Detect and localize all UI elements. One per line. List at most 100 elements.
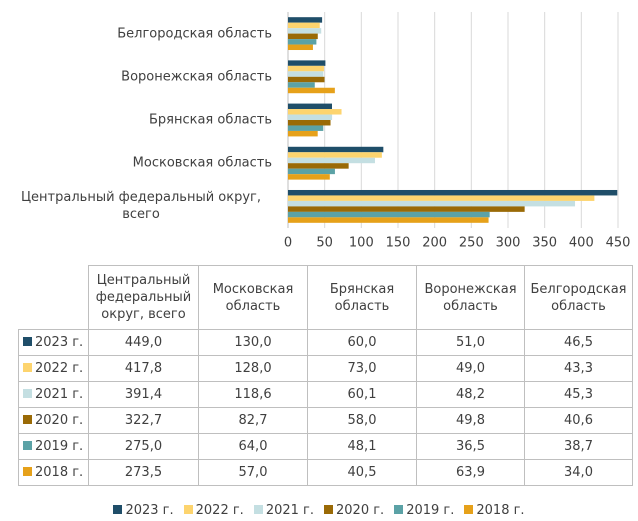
data-row: 2023 г. 449,0 130,0 60,0 51,0 46,5 bbox=[18, 329, 633, 356]
bar bbox=[288, 109, 342, 115]
x-tick-label: 100 bbox=[349, 236, 374, 251]
legend-swatch bbox=[464, 505, 474, 514]
bar bbox=[288, 87, 335, 94]
corner-cell bbox=[19, 266, 89, 330]
bar bbox=[288, 76, 325, 83]
x-tick-label: 400 bbox=[569, 236, 594, 251]
bar bbox=[288, 152, 382, 158]
legend-item: 2019 г. bbox=[394, 503, 454, 518]
bar bbox=[288, 114, 333, 120]
category-label: Брянская область bbox=[148, 112, 272, 128]
legend-swatch bbox=[253, 505, 263, 514]
legend-swatch bbox=[113, 505, 123, 514]
row-label: 2018 г. bbox=[35, 465, 84, 480]
data-row: 2019 г. 275,0 64,0 48,1 36,5 38,7 bbox=[18, 433, 633, 460]
table-cell: 49,8 bbox=[416, 407, 525, 434]
row-label: 2022 г. bbox=[35, 361, 84, 376]
legend-label: 2023 г. bbox=[125, 503, 174, 518]
data-table: Центральный федеральный округ, всего Моск… bbox=[18, 265, 633, 486]
bar bbox=[288, 17, 323, 23]
table-cell: 43,3 bbox=[524, 355, 633, 382]
bar bbox=[288, 39, 317, 45]
column-header: Центральный федеральный округ, всего bbox=[88, 265, 199, 330]
x-tick-label: 200 bbox=[422, 236, 447, 251]
legend-swatch bbox=[23, 415, 32, 424]
table-cell: 82,7 bbox=[198, 407, 308, 434]
bar bbox=[288, 174, 330, 180]
table-cell: 63,9 bbox=[416, 459, 525, 486]
bar bbox=[288, 65, 324, 72]
x-tick-label: 150 bbox=[386, 236, 411, 251]
x-tick-label: 450 bbox=[606, 236, 631, 251]
row-header: 2022 г. bbox=[18, 355, 89, 382]
legend-swatch bbox=[23, 467, 32, 476]
bar bbox=[288, 168, 335, 175]
table-cell: 45,3 bbox=[524, 381, 633, 408]
table-cell: 60,0 bbox=[307, 329, 417, 356]
row-label: 2023 г. bbox=[35, 335, 84, 350]
row-label: 2021 г. bbox=[35, 387, 84, 402]
legend-swatch bbox=[394, 505, 404, 514]
x-tick-label: 350 bbox=[532, 236, 557, 251]
table-cell: 36,5 bbox=[416, 433, 525, 460]
table-cell: 38,7 bbox=[524, 433, 633, 460]
table-cell: 449,0 bbox=[88, 329, 199, 356]
legend-label: 2021 г. bbox=[265, 503, 314, 518]
bar bbox=[288, 22, 320, 29]
table-cell: 60,1 bbox=[307, 381, 417, 408]
table-cell: 40,6 bbox=[524, 407, 633, 434]
legend-swatch bbox=[324, 505, 333, 514]
table-cell: 51,0 bbox=[416, 329, 525, 356]
bar bbox=[288, 120, 331, 126]
category-label: Московская область bbox=[132, 155, 272, 171]
table-cell: 48,1 bbox=[307, 433, 417, 460]
category-label: Центральный федеральный округ, всего bbox=[20, 190, 262, 223]
column-header: Московская область bbox=[198, 265, 308, 330]
category-label: Белгородская область bbox=[117, 26, 272, 42]
table-cell: 40,5 bbox=[307, 459, 417, 486]
legend-item: 2020 г. bbox=[324, 503, 384, 518]
legend: 2023 г. 2022 г. 2021 г. 2020 г. 2019 г. 2018 … bbox=[0, 503, 638, 518]
table-cell: 130,0 bbox=[198, 329, 308, 356]
row-header: 2023 г. bbox=[18, 329, 89, 356]
table-cell: 391,4 bbox=[88, 381, 199, 408]
row-header: 2021 г. bbox=[18, 381, 89, 408]
legend-item: 2018 г. bbox=[464, 503, 525, 518]
table-cell: 34,0 bbox=[524, 459, 633, 486]
column-header: Воронежская область bbox=[416, 265, 525, 330]
row-label: 2020 г. bbox=[35, 413, 84, 428]
bar bbox=[288, 200, 576, 207]
data-row: 2022 г. 417,8 128,0 73,0 49,0 43,3 bbox=[18, 355, 633, 382]
column-header: Белгородская область bbox=[524, 265, 633, 330]
x-tick-label: 0 bbox=[284, 236, 292, 251]
bar bbox=[288, 163, 349, 169]
legend-label: 2019 г. bbox=[406, 503, 455, 518]
table-cell: 322,7 bbox=[88, 407, 199, 434]
bar bbox=[288, 130, 318, 137]
data-row: 2020 г. 322,7 82,7 58,0 49,8 40,6 bbox=[18, 407, 633, 434]
table-cell: 64,0 bbox=[198, 433, 308, 460]
bar bbox=[288, 125, 324, 131]
bar bbox=[288, 217, 489, 223]
row-header: 2020 г. bbox=[18, 407, 89, 434]
bar bbox=[288, 82, 315, 88]
bar bbox=[288, 195, 595, 201]
bar bbox=[288, 33, 318, 40]
row-header: 2018 г. bbox=[18, 459, 89, 486]
table-cell: 46,5 bbox=[524, 329, 633, 356]
table-cell: 275,0 bbox=[88, 433, 199, 460]
row-label: 2019 г. bbox=[35, 439, 84, 454]
legend-item: 2022 г. bbox=[183, 503, 244, 518]
legend-swatch bbox=[23, 363, 32, 372]
table-cell: 128,0 bbox=[198, 355, 308, 382]
data-row: 2021 г. 391,4 118,6 60,1 48,2 45,3 bbox=[18, 381, 633, 408]
legend-swatch bbox=[23, 441, 32, 450]
table-cell: 417,8 bbox=[88, 355, 199, 382]
bar bbox=[288, 157, 375, 164]
bar bbox=[288, 44, 313, 51]
bar bbox=[288, 211, 490, 218]
x-tick-label: 300 bbox=[496, 236, 521, 251]
table-cell: 58,0 bbox=[307, 407, 417, 434]
bar bbox=[288, 71, 324, 77]
table-cell: 273,5 bbox=[88, 459, 199, 486]
